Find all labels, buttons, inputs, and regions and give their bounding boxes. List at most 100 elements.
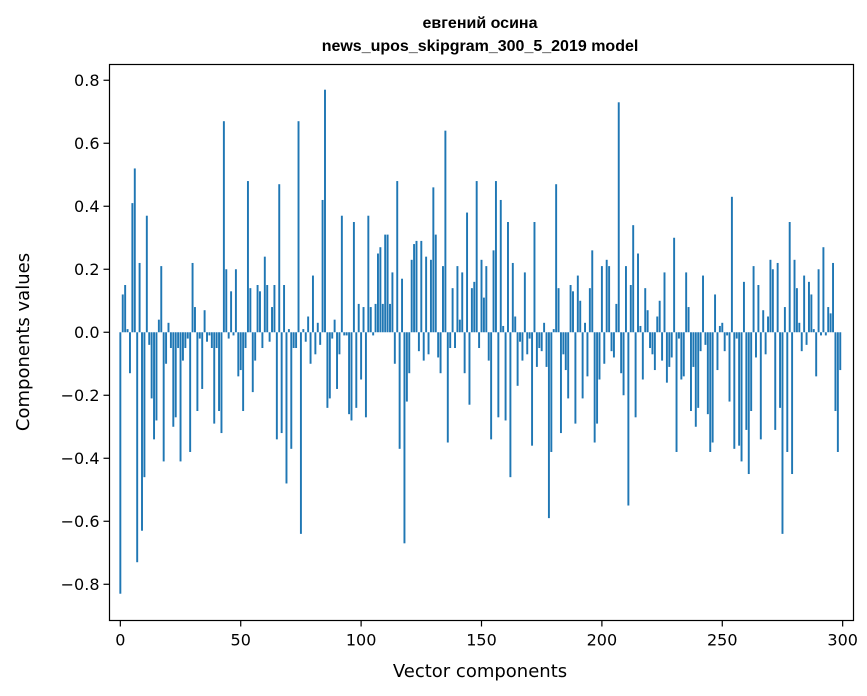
bar-29: [189, 332, 192, 452]
bar-157: [497, 332, 500, 418]
bar-82: [316, 322, 319, 333]
bar-290: [817, 269, 820, 333]
bar-92: [340, 215, 343, 333]
bar-221: [651, 332, 654, 355]
bar-80: [311, 275, 314, 333]
bar-72: [292, 332, 295, 349]
bar-298: [836, 332, 839, 452]
x-tick-label: 150: [466, 631, 497, 650]
bar-68: [283, 285, 286, 333]
bar-36: [206, 332, 208, 342]
bar-47: [232, 332, 235, 336]
bar-151: [482, 297, 485, 333]
bar-204: [610, 332, 613, 352]
bar-271: [771, 269, 774, 333]
bar-43: [222, 121, 225, 333]
bar-135: [444, 130, 447, 333]
bar-147: [473, 281, 476, 333]
bar-51: [242, 332, 245, 412]
bar-266: [759, 332, 762, 440]
bar-24: [177, 332, 180, 349]
bar-240: [697, 332, 700, 408]
bar-205: [612, 332, 615, 358]
bar-259: [742, 281, 745, 333]
bar-181: [555, 184, 558, 333]
bar-67: [280, 332, 283, 434]
bar-119: [405, 332, 408, 402]
y-tick-label: −0.8: [61, 575, 100, 594]
bar-253: [728, 332, 731, 402]
bar-154: [490, 332, 493, 440]
bar-28: [186, 332, 189, 339]
bar-229: [670, 332, 673, 358]
bar-227: [665, 332, 668, 383]
bar-5: [131, 203, 134, 333]
x-tick-label: 200: [587, 631, 618, 650]
bar-194: [586, 332, 589, 377]
bar-56: [254, 332, 257, 361]
bar-251: [723, 332, 726, 352]
bar-199: [598, 332, 601, 380]
bar-146: [470, 288, 473, 333]
bar-295: [829, 313, 832, 333]
bar-140: [456, 266, 459, 333]
x-tick-label: 50: [231, 631, 251, 650]
bar-77: [304, 332, 307, 342]
bar-169: [526, 332, 529, 355]
bar-299: [839, 332, 842, 371]
bar-249: [718, 325, 721, 333]
bar-228: [668, 332, 671, 367]
bars-group: [119, 89, 842, 594]
bar-104: [369, 307, 372, 333]
bar-197: [593, 332, 596, 443]
bar-75: [299, 332, 302, 534]
bar-292: [822, 247, 825, 333]
bar-22: [172, 332, 175, 427]
bar-260: [745, 332, 748, 430]
bar-85: [324, 89, 326, 333]
bar-83: [319, 332, 322, 345]
bar-93: [343, 332, 346, 336]
bar-97: [352, 222, 355, 333]
bar-1: [121, 294, 124, 333]
bar-111: [386, 234, 389, 333]
bar-40: [215, 332, 218, 349]
bar-142: [461, 272, 464, 333]
bar-153: [487, 332, 490, 361]
bar-37: [208, 332, 211, 336]
bar-165: [516, 332, 519, 386]
bar-206: [615, 303, 618, 333]
bar-283: [800, 332, 803, 352]
bar-273: [776, 262, 779, 333]
bar-27: [184, 332, 187, 349]
bar-110: [384, 234, 387, 333]
bar-95: [348, 332, 351, 415]
bar-46: [230, 291, 233, 333]
bar-53: [246, 181, 249, 333]
bar-112: [389, 303, 391, 333]
bar-101: [362, 307, 365, 333]
y-axis-ticks: −0.8 −0.6 −0.4 −0.2 0.0 0.2 0.4 0.6 0.8: [61, 71, 110, 594]
bar-245: [709, 332, 712, 452]
bar-21: [169, 332, 172, 349]
bar-89: [333, 319, 336, 333]
bar-10: [143, 332, 146, 478]
bar-124: [417, 332, 420, 352]
bar-296: [832, 262, 834, 333]
bar-208: [620, 332, 623, 374]
bar-281: [795, 288, 798, 333]
bar-278: [788, 222, 791, 333]
bar-189: [574, 332, 577, 424]
bar-69: [285, 332, 288, 484]
bar-237: [690, 332, 692, 412]
bar-280: [793, 259, 796, 333]
bar-138: [451, 288, 454, 333]
bar-250: [721, 322, 724, 333]
bar-122: [413, 244, 416, 333]
bar-136: [446, 332, 449, 443]
bar-187: [569, 285, 572, 333]
bar-236: [687, 307, 690, 333]
y-tick-label: −0.4: [61, 449, 100, 468]
bar-177: [545, 332, 548, 367]
bar-61: [266, 285, 269, 333]
